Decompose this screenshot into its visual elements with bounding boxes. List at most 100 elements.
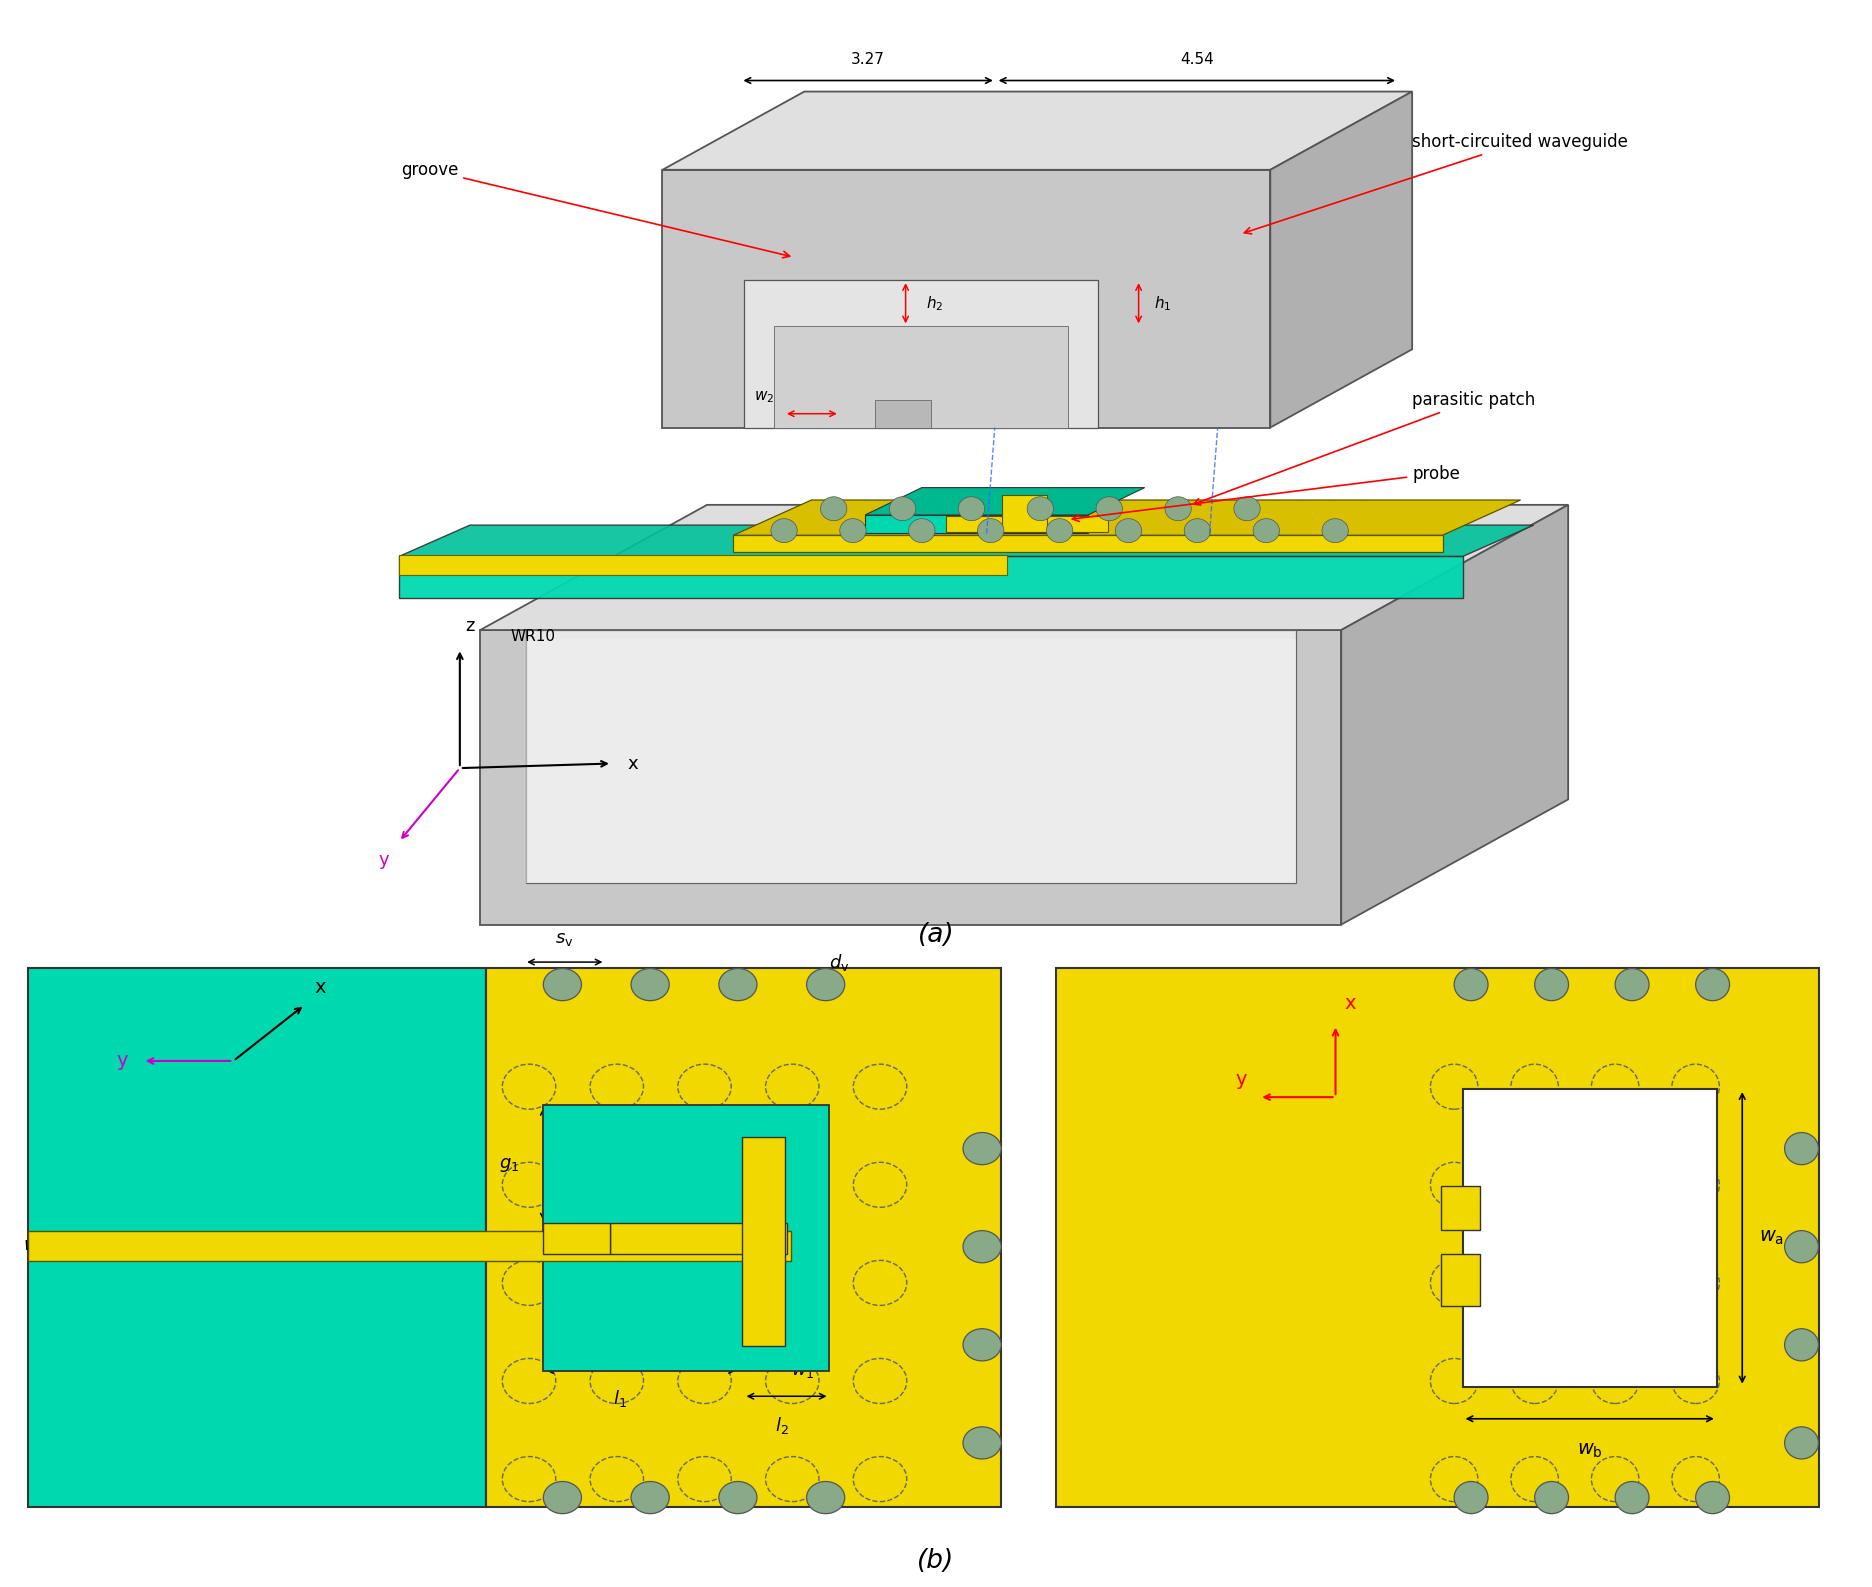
Text: x: x (314, 978, 326, 997)
Bar (1441, 1254, 1479, 1306)
Circle shape (1455, 968, 1488, 1001)
Text: $s_{\rm v}$: $s_{\rm v}$ (556, 930, 573, 949)
Text: probe: probe (1073, 465, 1460, 522)
Text: $w_{\rm b}$: $w_{\rm b}$ (1576, 1441, 1602, 1460)
Polygon shape (663, 170, 1271, 427)
Text: 3.27: 3.27 (852, 52, 885, 67)
Circle shape (771, 519, 797, 543)
Circle shape (807, 968, 844, 1001)
Circle shape (807, 1482, 844, 1514)
Circle shape (543, 1482, 582, 1514)
Circle shape (962, 1230, 1002, 1263)
Circle shape (1252, 519, 1279, 543)
Bar (773, 327, 1067, 427)
Text: WR10: WR10 (511, 628, 556, 644)
Circle shape (962, 1133, 1002, 1165)
Text: (a): (a) (917, 922, 955, 947)
Circle shape (1696, 968, 1730, 1001)
Bar (28, 1230, 792, 1262)
Polygon shape (734, 500, 1520, 535)
Text: x: x (627, 754, 638, 773)
Circle shape (1696, 1482, 1730, 1514)
Polygon shape (479, 505, 1569, 630)
Text: $h_1$: $h_1$ (1153, 294, 1172, 313)
Circle shape (1116, 519, 1142, 543)
Circle shape (719, 968, 756, 1001)
Circle shape (631, 1482, 668, 1514)
Circle shape (1455, 1482, 1488, 1514)
Polygon shape (1340, 505, 1569, 925)
Text: $w_{\rm a}$: $w_{\rm a}$ (1760, 1228, 1784, 1247)
Text: y: y (116, 1052, 129, 1071)
Circle shape (1046, 519, 1073, 543)
Polygon shape (399, 554, 1007, 574)
Circle shape (962, 1328, 1002, 1362)
Text: y: y (378, 851, 389, 870)
Circle shape (1535, 1482, 1569, 1514)
Text: $g_{\rm 2}$: $g_{\rm 2}$ (805, 1173, 826, 1190)
Text: $h_2$: $h_2$ (927, 294, 943, 313)
Bar (1056, 968, 1818, 1508)
Circle shape (1164, 497, 1191, 521)
Polygon shape (399, 557, 1462, 598)
Text: $w_{\rm 1}$: $w_{\rm 1}$ (792, 1362, 814, 1379)
Text: $w_{\rm 2}$: $w_{\rm 2}$ (348, 1236, 373, 1255)
Polygon shape (399, 525, 1533, 557)
Text: short-circuited waveguide: short-circuited waveguide (1245, 133, 1629, 233)
Circle shape (820, 497, 846, 521)
Polygon shape (865, 514, 1088, 533)
Circle shape (977, 519, 1003, 543)
Bar (1441, 1185, 1479, 1230)
Bar (1462, 1089, 1717, 1387)
Text: y: y (1236, 1070, 1247, 1089)
Circle shape (1784, 1427, 1818, 1458)
Polygon shape (479, 630, 1340, 925)
Bar (543, 1224, 610, 1254)
Text: parasitic patch: parasitic patch (1194, 390, 1535, 505)
Circle shape (908, 519, 934, 543)
Circle shape (1535, 968, 1569, 1001)
Bar (945, 516, 1108, 532)
Bar (543, 1105, 829, 1371)
Text: 4.54: 4.54 (1179, 52, 1213, 67)
Circle shape (1616, 968, 1649, 1001)
Circle shape (889, 497, 915, 521)
Bar (741, 1138, 784, 1346)
Circle shape (719, 1482, 756, 1514)
Circle shape (631, 968, 668, 1001)
Circle shape (1784, 1133, 1818, 1165)
Text: $w_{\rm f}$: $w_{\rm f}$ (24, 1236, 45, 1255)
Bar (876, 400, 930, 427)
Text: $g_{\rm 1}$: $g_{\rm 1}$ (500, 1157, 520, 1174)
Text: $l_{\rm 2}$: $l_{\rm 2}$ (775, 1414, 788, 1436)
Bar (743, 281, 1099, 427)
Bar (487, 968, 1002, 1508)
Text: $w_2$: $w_2$ (754, 389, 773, 405)
Text: (b): (b) (917, 1549, 955, 1574)
Bar (610, 1224, 786, 1254)
Polygon shape (526, 640, 1295, 882)
Circle shape (1784, 1328, 1818, 1362)
Circle shape (841, 519, 867, 543)
Text: x: x (1344, 993, 1355, 1013)
Text: $l_{\rm 1}$: $l_{\rm 1}$ (612, 1389, 627, 1409)
Polygon shape (526, 630, 1295, 882)
Circle shape (1784, 1230, 1818, 1263)
Polygon shape (734, 535, 1443, 552)
Circle shape (1097, 497, 1123, 521)
Circle shape (543, 968, 582, 1001)
Bar (28, 968, 487, 1508)
Circle shape (1234, 497, 1260, 521)
Circle shape (1322, 519, 1348, 543)
Circle shape (1185, 519, 1211, 543)
Circle shape (962, 1427, 1002, 1458)
Circle shape (958, 497, 985, 521)
Bar (1002, 495, 1048, 532)
Circle shape (1616, 1482, 1649, 1514)
Circle shape (1028, 497, 1054, 521)
Polygon shape (663, 92, 1411, 170)
Text: $d_{\rm v}$: $d_{\rm v}$ (829, 952, 850, 973)
Text: z: z (464, 617, 474, 635)
Polygon shape (1271, 92, 1411, 427)
Text: groove: groove (401, 160, 790, 257)
